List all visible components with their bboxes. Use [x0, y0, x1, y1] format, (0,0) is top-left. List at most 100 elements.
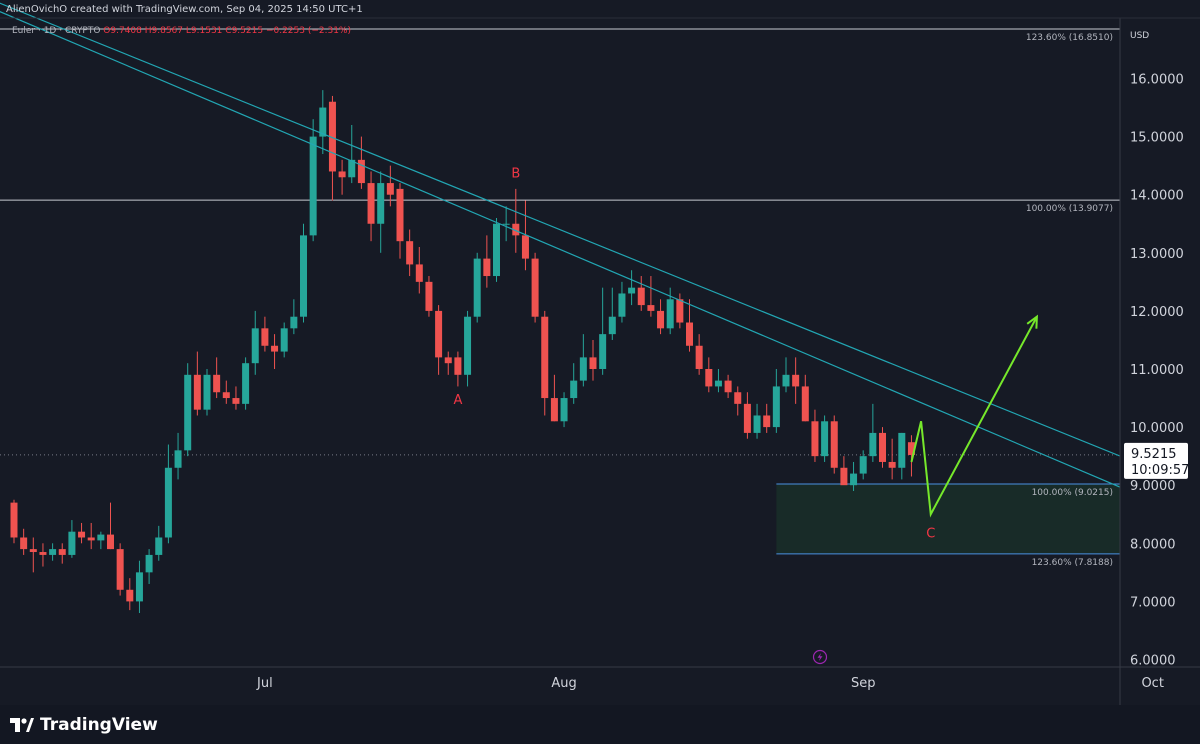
- candle-body: [473, 258, 481, 317]
- candle-body: [49, 549, 57, 555]
- candle-body: [396, 188, 404, 242]
- candle-body: [599, 334, 607, 369]
- candle-body: [734, 392, 742, 404]
- candle-body: [589, 357, 597, 369]
- candle-body: [10, 502, 18, 538]
- fib-level-label: 100.00% (9.0215): [1032, 488, 1113, 498]
- candle-body: [560, 398, 568, 422]
- candle-body: [879, 432, 886, 462]
- candle-body: [647, 305, 655, 311]
- projection-arrowhead: [1026, 314, 1038, 329]
- wave-label: B: [511, 166, 520, 181]
- current-price-label: 9.5215: [1131, 447, 1177, 462]
- candle-body: [512, 223, 520, 236]
- candle-body: [406, 241, 414, 265]
- tradingview-logo[interactable]: TradingView: [10, 715, 158, 735]
- candle-body: [840, 467, 848, 486]
- candle-body: [251, 328, 259, 364]
- candle-body: [743, 403, 751, 433]
- lightning-bolt: [817, 653, 823, 661]
- price-tick-label: 8.0000: [1130, 537, 1176, 552]
- time-tick-label: Jul: [256, 676, 273, 691]
- candle-body: [811, 421, 819, 457]
- time-tick-label: Oct: [1141, 676, 1163, 691]
- candle-body: [367, 183, 375, 224]
- projection-path: [910, 316, 1038, 518]
- candle-body: [531, 258, 539, 317]
- lightning-circle: [812, 649, 828, 665]
- price-tick-label: 15.0000: [1130, 131, 1184, 146]
- candle-body: [328, 101, 336, 172]
- fib-level-label: 123.60% (7.8188): [1032, 558, 1113, 568]
- change-value: −0.2253 (−2.31%): [265, 26, 351, 36]
- candle-body: [888, 461, 896, 468]
- candle-body: [869, 432, 877, 457]
- candle-body: [58, 549, 66, 555]
- candle-body: [116, 549, 124, 590]
- price-tick-label: 7.0000: [1130, 595, 1176, 610]
- candle-body: [386, 183, 394, 195]
- candle-body: [753, 415, 761, 433]
- candle-body: [203, 374, 211, 410]
- candle-body: [319, 107, 327, 137]
- candle-body: [97, 534, 105, 541]
- candle-body: [377, 183, 385, 224]
- attribution-text: AlienOvichO created with TradingView.com…: [6, 4, 363, 15]
- price-tick-label: 10.0000: [1130, 421, 1184, 436]
- candle-body: [724, 380, 732, 393]
- candle-body: [850, 473, 858, 486]
- candle-body: [695, 345, 703, 369]
- candle-body: [357, 159, 365, 184]
- close-value: C9.5215: [225, 26, 264, 36]
- time-tick-label: Sep: [851, 676, 876, 691]
- trendline: [0, 2, 1200, 490]
- candle-body: [29, 549, 37, 553]
- candle-body: [686, 322, 693, 346]
- candle-body: [550, 398, 558, 422]
- candle-body: [570, 380, 578, 399]
- candle-body: [280, 328, 288, 352]
- wave-label: C: [926, 526, 935, 541]
- price-tick-label: 11.0000: [1130, 363, 1184, 378]
- candle-body: [666, 299, 674, 329]
- candle-body: [444, 357, 452, 364]
- trendline: [0, 11, 1200, 522]
- brand-name: TradingView: [40, 715, 158, 735]
- price-chart[interactable]: 123.60% (16.8510) 100.00% (13.9077) 100.00…: [0, 0, 1200, 705]
- price-tick-label: 9.0000: [1130, 479, 1176, 494]
- wave-label: A: [453, 393, 462, 408]
- candle-body: [493, 223, 500, 277]
- countdown-label: 10:09:57: [1131, 463, 1189, 478]
- candle-body: [348, 159, 356, 178]
- candle-body: [464, 316, 472, 375]
- candle-body: [521, 235, 529, 259]
- candle-body: [454, 357, 462, 375]
- price-axis-bg: [1120, 0, 1200, 705]
- candle-body: [20, 537, 28, 550]
- candle-body: [415, 264, 423, 282]
- candle-body: [78, 531, 86, 538]
- candle-body: [772, 386, 780, 428]
- candle-body: [483, 258, 491, 277]
- candle-body: [242, 363, 250, 404]
- candle-body: [107, 534, 114, 550]
- chart-area[interactable]: 123.60% (16.8510) 100.00% (13.9077) 100.00…: [0, 0, 1200, 705]
- candle-body: [126, 589, 134, 602]
- candle-body: [39, 552, 47, 555]
- candle-body: [676, 299, 684, 323]
- fib-level-label: 100.00% (13.9077): [1026, 204, 1113, 214]
- candle-body: [184, 374, 192, 451]
- candle-body: [608, 316, 616, 335]
- candle-body: [300, 235, 307, 317]
- open-value: O9.7408: [103, 26, 142, 36]
- target-zone: [776, 483, 1153, 554]
- candle-body: [68, 531, 76, 555]
- candle-body: [174, 450, 182, 468]
- footer-bar: TradingView: [0, 705, 1200, 744]
- candle-body: [541, 316, 549, 399]
- candle-body: [271, 345, 279, 352]
- candle-body: [763, 415, 771, 428]
- candle-body: [213, 374, 221, 393]
- current-price-box: [1124, 442, 1188, 479]
- candle-body: [801, 386, 809, 422]
